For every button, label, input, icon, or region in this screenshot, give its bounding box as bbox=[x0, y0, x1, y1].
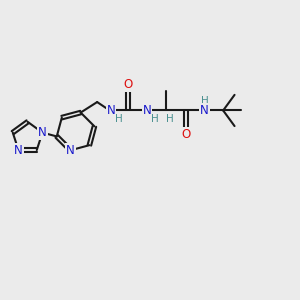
Text: H: H bbox=[152, 114, 159, 124]
Text: N: N bbox=[142, 104, 151, 117]
Text: O: O bbox=[124, 78, 133, 91]
Text: H: H bbox=[116, 114, 123, 124]
Text: N: N bbox=[66, 144, 75, 157]
Text: N: N bbox=[107, 104, 116, 117]
Text: N: N bbox=[14, 143, 23, 157]
Text: N: N bbox=[38, 126, 47, 139]
Text: N: N bbox=[200, 104, 209, 117]
Text: H: H bbox=[201, 97, 208, 106]
Text: H: H bbox=[166, 115, 174, 124]
Text: O: O bbox=[181, 128, 190, 141]
